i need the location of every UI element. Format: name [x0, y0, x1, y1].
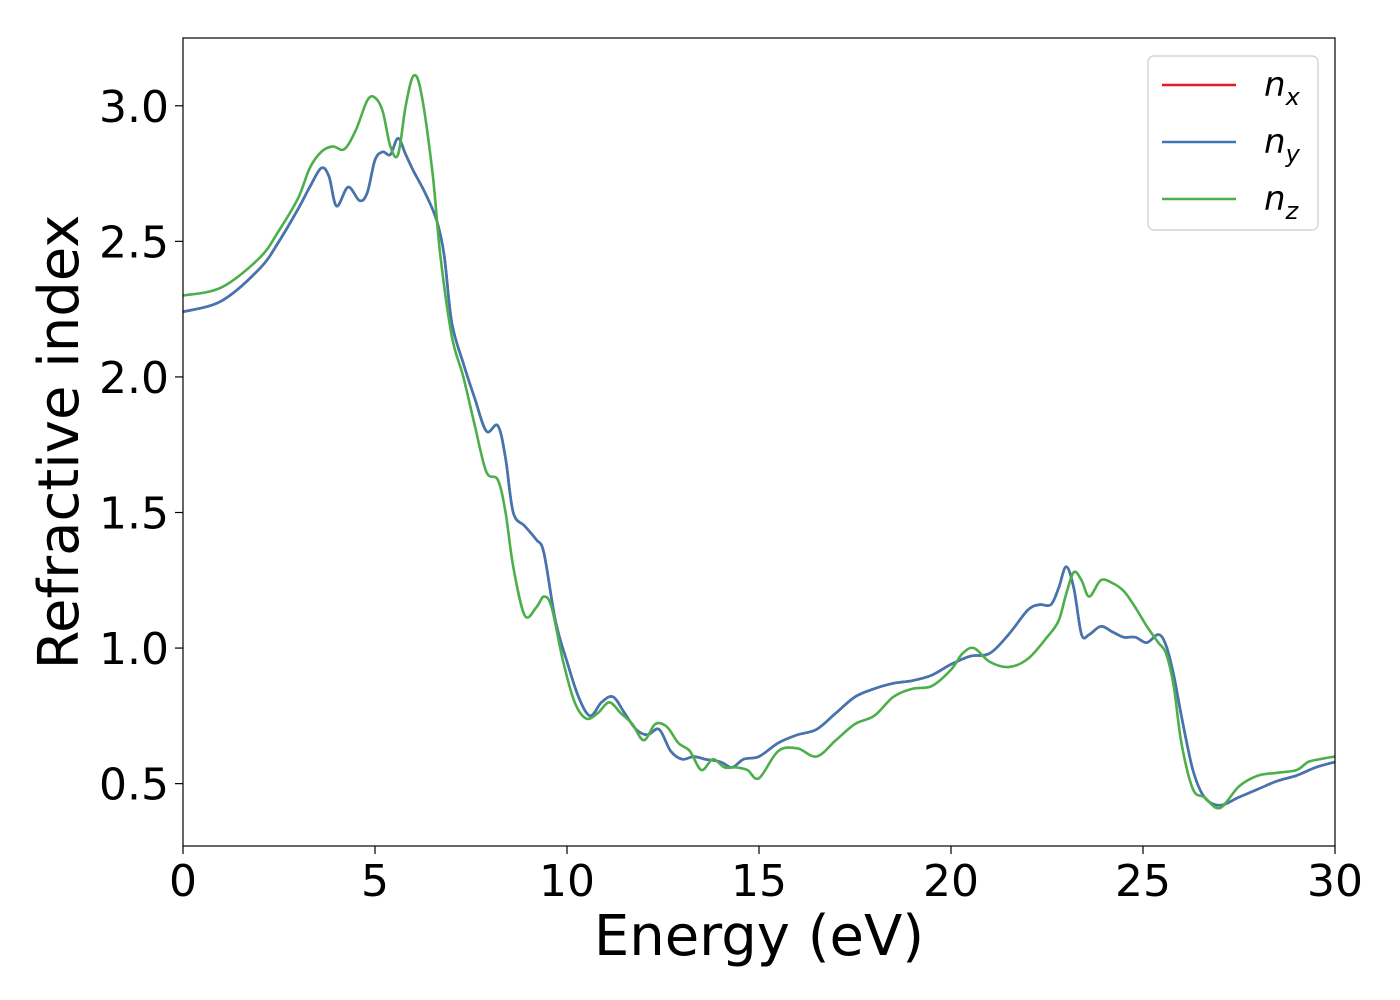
x-axis-label: Energy (eV) — [594, 904, 924, 969]
legend-label-y: ny — [1264, 122, 1301, 168]
y-tick-label: 0.5 — [99, 760, 169, 811]
legend-label-subscript: z — [1285, 197, 1300, 225]
legend-label-z: nz — [1264, 179, 1300, 225]
series-line-z — [182, 73, 1336, 810]
legend-label-subscript: y — [1285, 140, 1301, 168]
x-tick-label: 10 — [539, 856, 595, 907]
x-tick-label: 15 — [731, 856, 787, 907]
legend-label-subscript: x — [1285, 83, 1301, 111]
series-layer — [182, 73, 1336, 810]
y-axis-label: Refractive index — [27, 215, 92, 670]
y-axis: 0.5 1.0 1.5 2.0 2.5 3.0 — [99, 82, 183, 811]
x-tick-label: 5 — [361, 856, 389, 907]
x-axis: 0 5 10 15 20 25 30 — [169, 846, 1363, 907]
y-tick-label: 2.5 — [99, 217, 169, 268]
x-tick-label: 30 — [1307, 856, 1363, 907]
y-tick-label: 1.5 — [99, 488, 169, 539]
x-tick-label: 20 — [923, 856, 979, 907]
legend-label-base: n — [1264, 122, 1286, 162]
x-tick-label: 0 — [169, 856, 197, 907]
y-tick-label: 1.0 — [99, 624, 169, 675]
series-line-y — [182, 137, 1336, 807]
y-tick-label: 3.0 — [99, 82, 169, 133]
y-tick-label: 2.0 — [99, 353, 169, 404]
legend-label-x: nx — [1264, 65, 1301, 111]
legend-label-base: n — [1264, 65, 1286, 105]
legend-label-base: n — [1264, 179, 1286, 219]
x-tick-label: 25 — [1115, 856, 1171, 907]
